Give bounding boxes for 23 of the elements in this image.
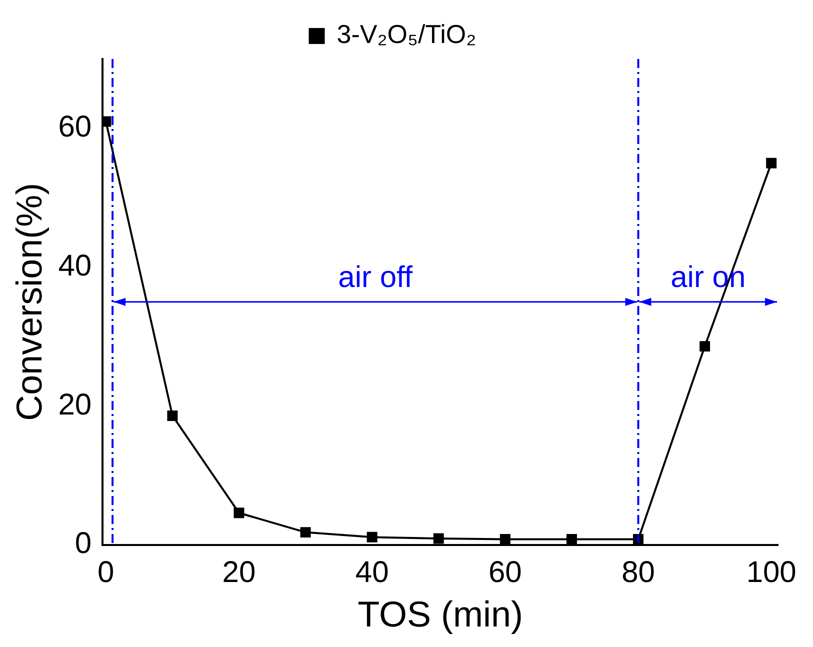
point	[433, 533, 444, 544]
point	[500, 534, 510, 544]
point	[167, 410, 178, 421]
x-tick-label: 40	[355, 556, 389, 590]
y-tick-label: 60	[58, 110, 92, 144]
annotation: air off	[338, 261, 414, 294]
point	[700, 341, 710, 352]
y-axis-title: Conversion(%)	[8, 182, 50, 421]
y-tick-label: 20	[58, 388, 92, 422]
x-tick-label: 80	[622, 556, 655, 590]
y-tick-label: 0	[74, 527, 92, 560]
point	[300, 527, 311, 538]
x-tick-label: 100	[746, 556, 796, 590]
legend-label: 3-V₂O₅/TiO₂	[336, 19, 476, 50]
x-tick-label: 60	[488, 556, 522, 590]
point	[234, 508, 244, 518]
point	[366, 532, 378, 542]
x-axis-title: TOS (min)	[358, 593, 523, 634]
x-tick-label: 20	[222, 556, 256, 590]
point	[766, 158, 777, 168]
point	[566, 534, 577, 544]
y-tick-label: 40	[58, 249, 92, 282]
x-tick-label: 0	[98, 556, 114, 590]
